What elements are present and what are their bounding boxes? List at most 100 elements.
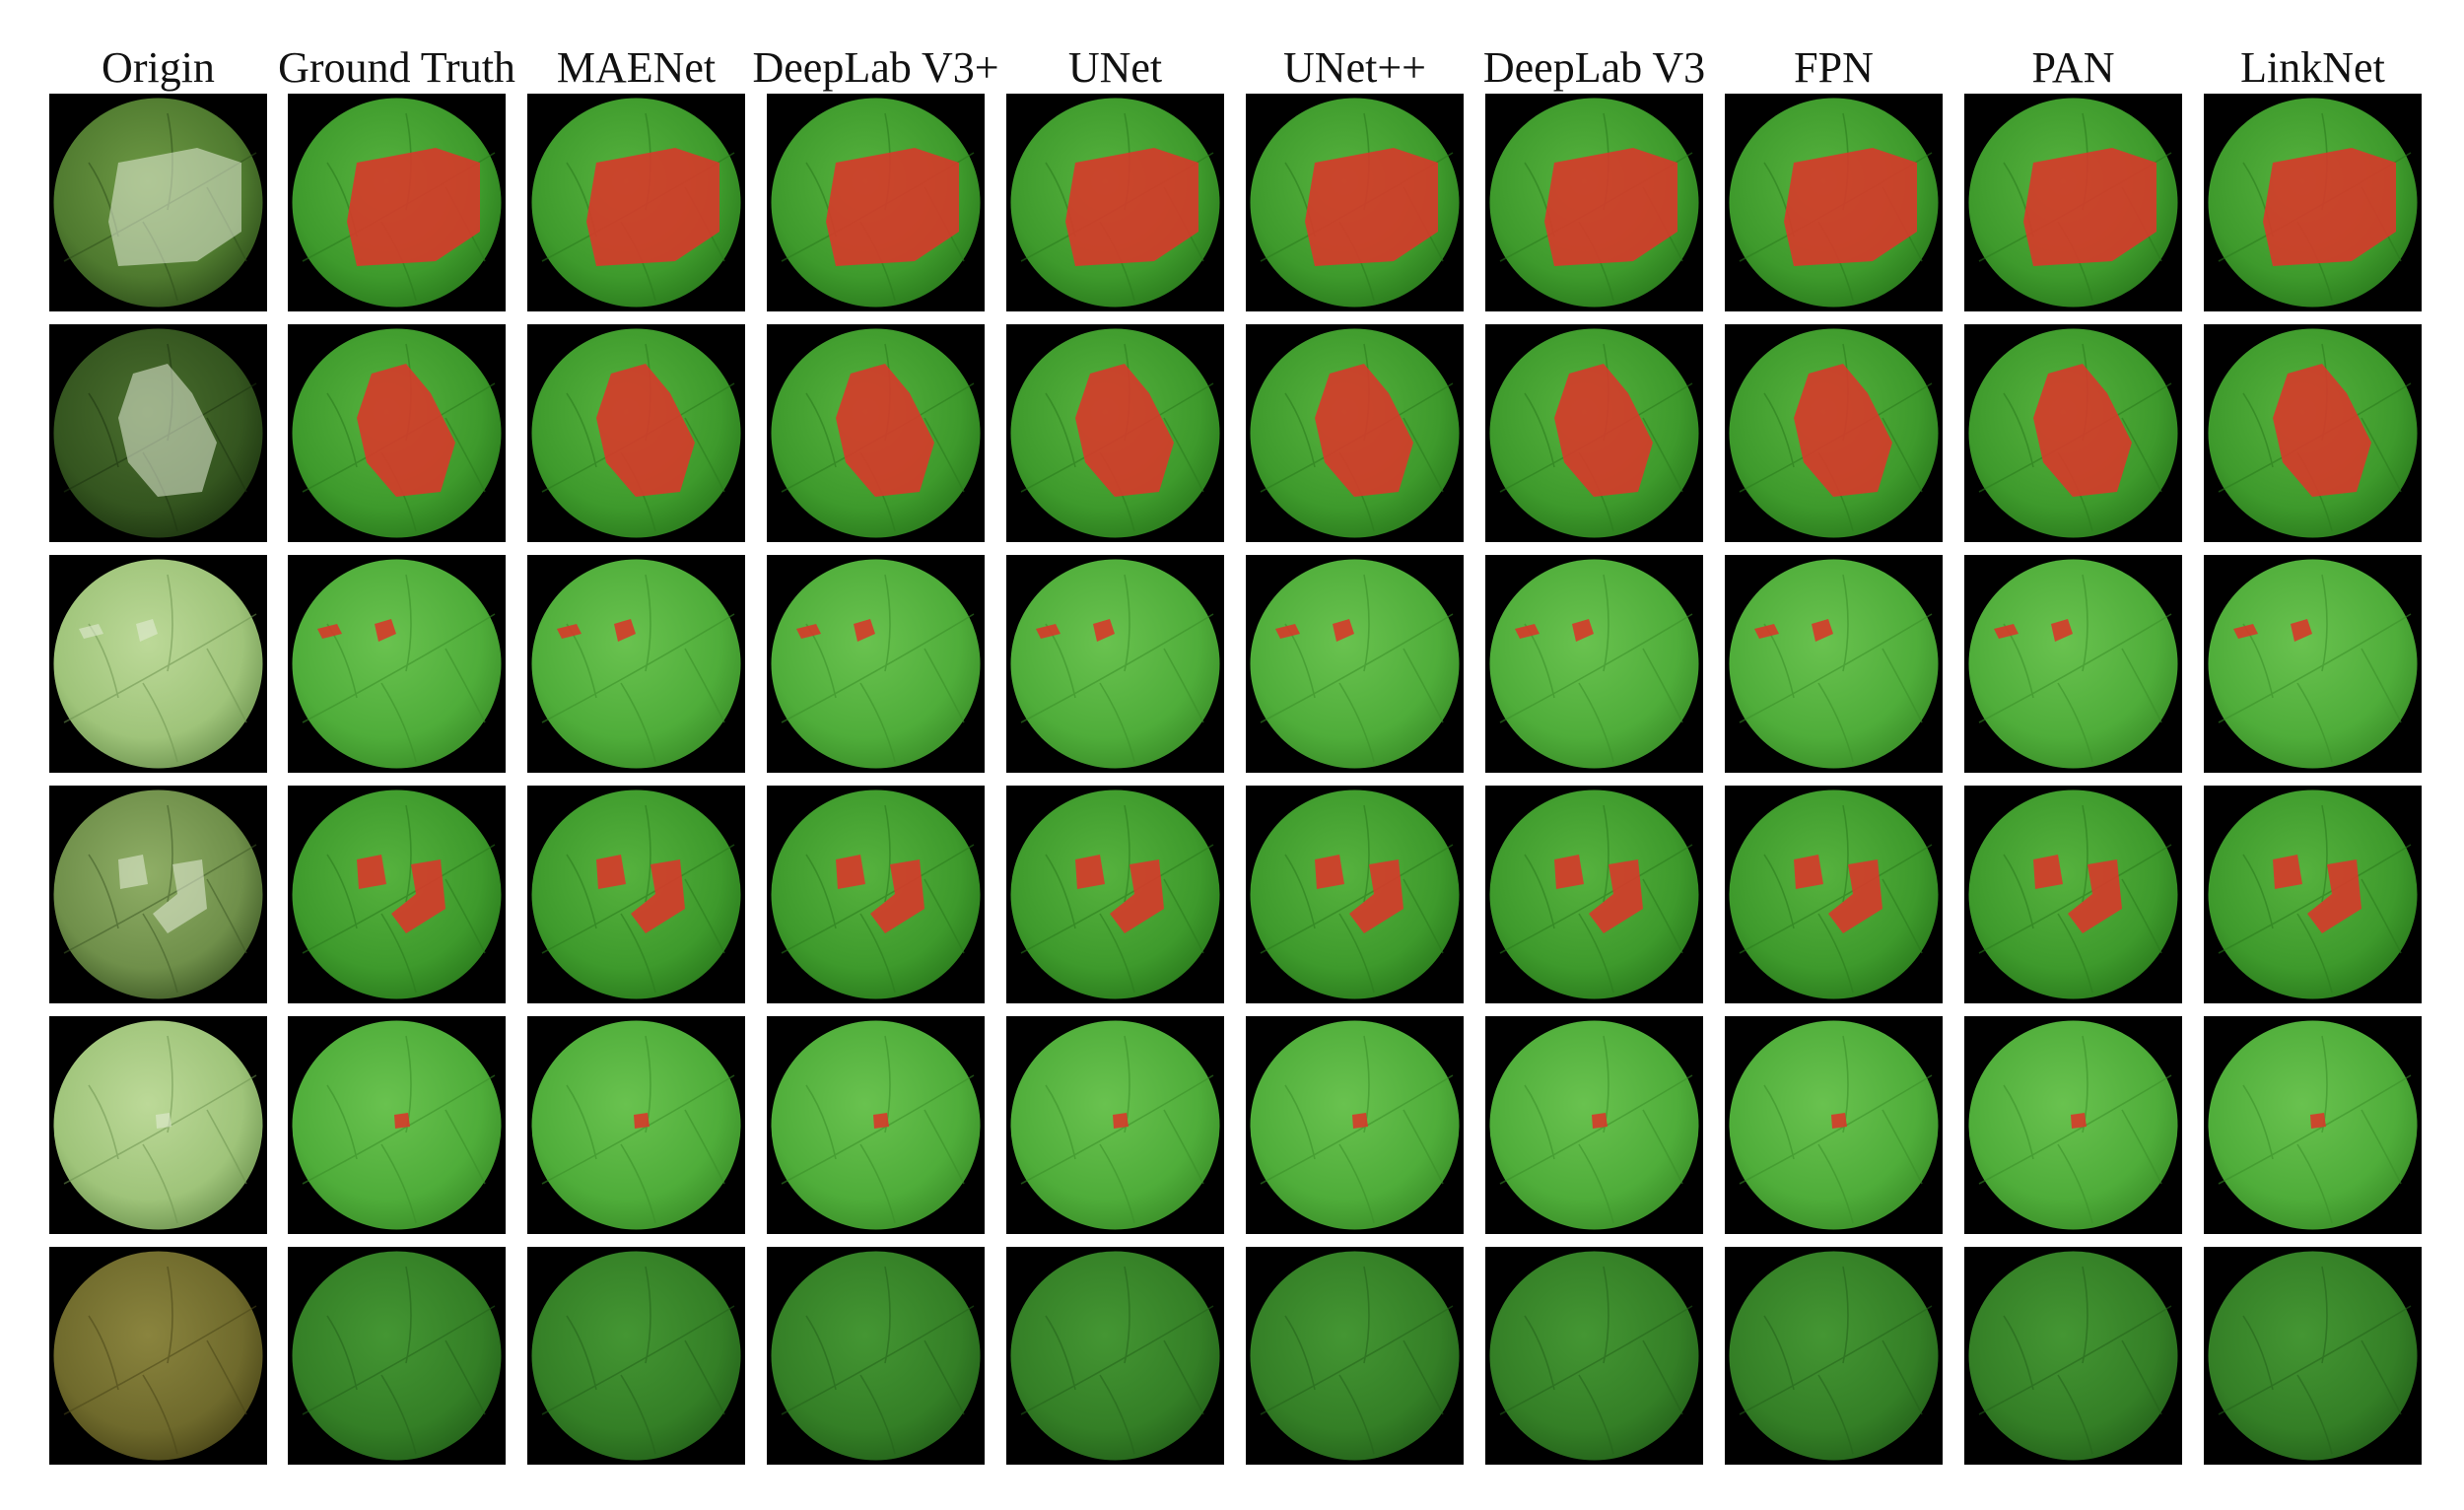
lesion-mask — [1515, 624, 1540, 639]
lesion-mask — [796, 624, 821, 639]
leaf-disc — [1250, 1251, 1460, 1461]
leaf-disc — [1968, 559, 2178, 769]
lesion-mask — [1305, 148, 1438, 266]
lesion-mask — [1812, 619, 1833, 642]
leaf-veins — [1499, 1035, 1693, 1224]
segmentation-mask — [531, 789, 741, 999]
lesion-mask — [596, 364, 695, 497]
cell-row-3-col-10 — [2204, 555, 2422, 773]
lesion-mask — [873, 1113, 889, 1129]
segmentation-mask — [771, 559, 981, 769]
column-header-2: Ground Truth — [278, 43, 515, 92]
segmentation-mask — [1489, 1251, 1699, 1461]
cell-row-6-col-3 — [527, 1247, 745, 1465]
lesion-mask — [1075, 855, 1105, 889]
cell-row-4-col-1 — [49, 786, 267, 1003]
leaf-veins — [1020, 1266, 1214, 1455]
leaf-disc — [53, 1251, 263, 1461]
segmentation-mask — [1729, 98, 1939, 308]
cell-row-4-col-3 — [527, 786, 745, 1003]
leaf-veins — [1020, 1035, 1214, 1224]
lesion-mask — [614, 619, 636, 642]
cell-row-2-col-7 — [1485, 324, 1703, 542]
leaf-photo — [53, 328, 263, 538]
segmentation-mask — [531, 1020, 741, 1230]
segmentation-mask — [1489, 328, 1699, 538]
leaf-photo — [53, 98, 263, 308]
leaf-photo — [53, 789, 263, 999]
lesion-mask — [1554, 855, 1584, 889]
cell-row-2-col-4 — [767, 324, 985, 542]
segmentation-mask — [1729, 559, 1939, 769]
segmentation-mask — [1729, 328, 1939, 538]
lesion-mask — [854, 619, 875, 642]
lesion-mask — [317, 624, 342, 639]
lesion-mask — [2023, 148, 2156, 266]
segmentation-mask — [1489, 1020, 1699, 1230]
lesion-mask — [1275, 624, 1300, 639]
cell-row-4-col-6 — [1246, 786, 1464, 1003]
lesion-mask — [375, 619, 396, 642]
cell-row-4-col-9 — [1964, 786, 2182, 1003]
lesion-mask — [2033, 855, 2063, 889]
leaf-disc — [1968, 789, 2178, 999]
leaf-veins — [781, 574, 975, 763]
lesion-mask — [394, 1113, 410, 1129]
segmentation-mask — [292, 1251, 502, 1461]
leaf-photo — [53, 1020, 263, 1230]
cell-row-4-col-2 — [288, 786, 506, 1003]
cell-row-4-col-5 — [1006, 786, 1224, 1003]
lesion-mask — [2291, 619, 2312, 642]
lesion-mask — [1754, 624, 1779, 639]
cell-row-2-col-3 — [527, 324, 745, 542]
leaf-veins — [1739, 804, 1933, 994]
segmentation-mask — [1250, 1020, 1460, 1230]
lesion-mask — [1315, 855, 1344, 889]
leaf-veins — [541, 804, 735, 994]
lesion-mask — [1093, 619, 1115, 642]
segmentation-mask — [771, 1020, 981, 1230]
cell-row-1-col-9 — [1964, 94, 2182, 311]
segmentation-mask — [2208, 559, 2418, 769]
lesion-mask — [1572, 619, 1594, 642]
leaf-disc — [771, 1251, 981, 1461]
cell-row-2-col-5 — [1006, 324, 1224, 542]
cell-row-1-col-10 — [2204, 94, 2422, 311]
cell-row-4-col-4 — [767, 786, 985, 1003]
segmentation-mask — [1729, 789, 1939, 999]
segmentation-mask — [2208, 1251, 2418, 1461]
lesion-mask — [2263, 148, 2396, 266]
cell-row-6-col-4 — [767, 1247, 985, 1465]
leaf-veins — [63, 804, 257, 994]
lesion-mask — [1036, 624, 1061, 639]
lesion-mask — [347, 148, 480, 266]
cell-row-5-col-8 — [1725, 1016, 1943, 1234]
segmentation-mask — [1968, 98, 2178, 308]
lesion-mask — [2051, 619, 2073, 642]
segmentation-mask — [1250, 98, 1460, 308]
cell-row-2-col-8 — [1725, 324, 1943, 542]
leaf-veins — [1260, 1266, 1454, 1455]
lesion-mask — [2068, 859, 2122, 933]
lesion-mask — [1589, 859, 1643, 933]
lesion-mask — [1349, 859, 1403, 933]
leaf-veins — [2218, 1266, 2412, 1455]
leaf-veins — [302, 804, 496, 994]
cell-row-1-col-8 — [1725, 94, 1943, 311]
cell-row-5-col-10 — [2204, 1016, 2422, 1234]
leaf-veins — [302, 574, 496, 763]
segmentation-mask — [531, 98, 741, 308]
leaf-veins — [1978, 1266, 2172, 1455]
cell-row-1-col-2 — [288, 94, 506, 311]
leaf-disc — [292, 789, 502, 999]
column-header-3: MAENet — [556, 43, 717, 92]
segmentation-mask — [1729, 1251, 1939, 1461]
leaf-veins — [63, 1266, 257, 1455]
cell-row-3-col-3 — [527, 555, 745, 773]
cell-row-2-col-1 — [49, 324, 267, 542]
segmentation-mask — [292, 559, 502, 769]
cell-row-2-col-9 — [1964, 324, 2182, 542]
lesion-mask — [631, 859, 685, 933]
cell-row-5-col-2 — [288, 1016, 506, 1234]
cell-row-3-col-7 — [1485, 555, 1703, 773]
